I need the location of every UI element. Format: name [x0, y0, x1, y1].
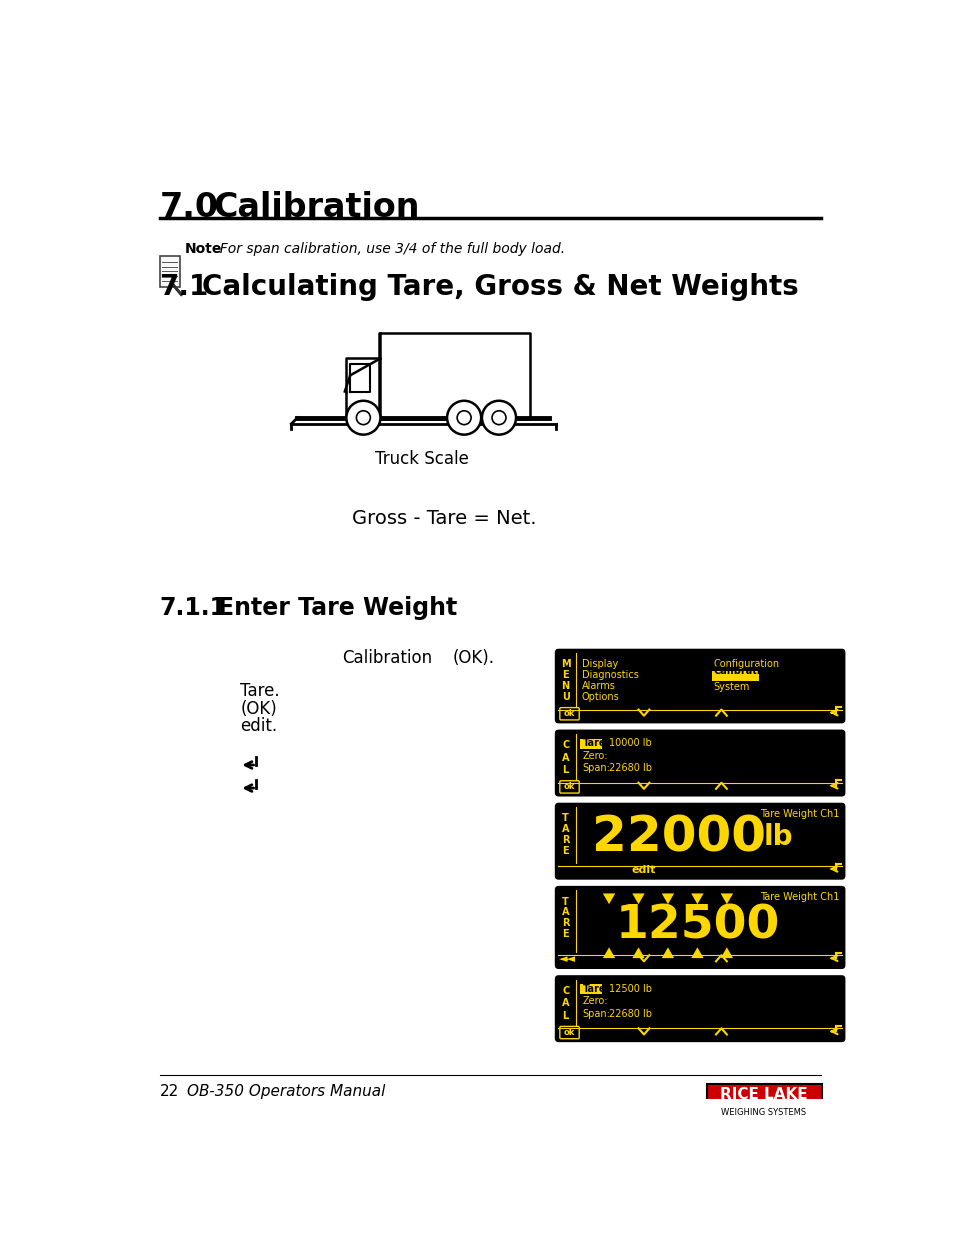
Polygon shape	[691, 947, 703, 958]
FancyBboxPatch shape	[706, 1084, 821, 1118]
Text: M: M	[560, 659, 570, 669]
Polygon shape	[720, 947, 732, 958]
Text: 7.1: 7.1	[159, 273, 209, 301]
Text: Diagnostics: Diagnostics	[581, 671, 639, 680]
Text: L: L	[562, 764, 568, 776]
Text: Tare:: Tare:	[582, 984, 610, 994]
Text: 10000 lb: 10000 lb	[608, 739, 651, 748]
FancyBboxPatch shape	[559, 781, 578, 793]
FancyBboxPatch shape	[579, 739, 601, 748]
Text: R: R	[561, 835, 569, 845]
Text: ok: ok	[563, 782, 575, 792]
Text: ok: ok	[563, 709, 575, 718]
Text: Calibration: Calibration	[342, 650, 432, 667]
Text: Zero:: Zero:	[582, 751, 608, 761]
Text: C: C	[561, 740, 569, 751]
Text: ◄◄: ◄◄	[558, 953, 575, 965]
Text: edit: edit	[631, 864, 656, 874]
Text: N: N	[561, 680, 569, 692]
Text: 12500: 12500	[616, 903, 780, 948]
Text: A: A	[561, 998, 569, 1008]
Text: C: C	[561, 986, 569, 995]
Text: Note: Note	[184, 242, 221, 256]
Text: Truck Scale: Truck Scale	[375, 450, 468, 468]
Text: T: T	[561, 814, 568, 824]
Text: System: System	[713, 682, 749, 692]
Text: E: E	[561, 846, 568, 856]
Text: Calculating Tare, Gross & Net Weights: Calculating Tare, Gross & Net Weights	[202, 273, 798, 301]
Polygon shape	[632, 893, 644, 904]
Text: 7.1.1: 7.1.1	[159, 595, 226, 620]
Text: 22000: 22000	[591, 814, 765, 861]
Text: R: R	[561, 918, 569, 929]
Circle shape	[481, 401, 516, 435]
FancyBboxPatch shape	[555, 803, 844, 879]
Text: Tare Weight Ch1: Tare Weight Ch1	[759, 892, 839, 902]
Text: ok: ok	[563, 1028, 575, 1036]
Text: OB-350 Operators Manual: OB-350 Operators Manual	[187, 1084, 385, 1099]
Text: U: U	[561, 692, 569, 701]
Circle shape	[492, 411, 505, 425]
Text: T: T	[561, 897, 568, 906]
Text: WEIGHING SYSTEMS: WEIGHING SYSTEMS	[720, 1108, 806, 1118]
Circle shape	[346, 401, 380, 435]
Text: Span:: Span:	[582, 1009, 610, 1019]
Text: E: E	[561, 929, 568, 939]
Text: Alarms: Alarms	[581, 680, 615, 692]
Polygon shape	[661, 893, 674, 904]
Text: Configuration: Configuration	[713, 659, 779, 669]
Text: lb: lb	[763, 824, 793, 851]
FancyBboxPatch shape	[579, 984, 601, 994]
Circle shape	[456, 411, 471, 425]
Text: Enter Tare Weight: Enter Tare Weight	[217, 595, 456, 620]
Text: Tare.: Tare.	[240, 682, 279, 700]
Text: For span calibration, use 3/4 of the full body load.: For span calibration, use 3/4 of the ful…	[211, 242, 564, 256]
Text: E: E	[561, 671, 568, 680]
Text: (OK).: (OK).	[452, 650, 494, 667]
Text: RICE LAKE: RICE LAKE	[720, 1088, 807, 1103]
Text: (OK): (OK)	[240, 699, 276, 718]
Text: A: A	[561, 752, 569, 763]
FancyBboxPatch shape	[559, 1026, 578, 1039]
Text: Span:: Span:	[582, 763, 610, 773]
Polygon shape	[691, 893, 703, 904]
Polygon shape	[661, 947, 674, 958]
Text: edit.: edit.	[240, 718, 277, 735]
Polygon shape	[632, 947, 644, 958]
FancyBboxPatch shape	[555, 648, 844, 724]
FancyBboxPatch shape	[555, 885, 844, 969]
Text: Options: Options	[581, 692, 619, 701]
Polygon shape	[602, 893, 615, 904]
Text: Tare Weight Ch1: Tare Weight Ch1	[759, 809, 839, 819]
FancyBboxPatch shape	[555, 976, 844, 1042]
FancyBboxPatch shape	[559, 708, 578, 720]
Text: Calibration: Calibration	[713, 666, 774, 676]
Text: 22680 lb: 22680 lb	[608, 1009, 651, 1019]
Text: 22: 22	[159, 1084, 178, 1099]
Text: Display: Display	[581, 659, 618, 669]
Text: 7.0: 7.0	[159, 190, 218, 224]
Text: 22680 lb: 22680 lb	[608, 763, 651, 773]
Polygon shape	[602, 947, 615, 958]
FancyBboxPatch shape	[159, 256, 179, 287]
Text: Zero:: Zero:	[582, 997, 608, 1007]
Text: Gross - Tare = Net.: Gross - Tare = Net.	[352, 509, 536, 527]
Text: 12500 lb: 12500 lb	[608, 984, 651, 994]
Text: L: L	[562, 1010, 568, 1020]
Circle shape	[447, 401, 480, 435]
Text: Tare:: Tare:	[582, 739, 610, 748]
FancyBboxPatch shape	[711, 671, 758, 680]
Text: A: A	[561, 908, 569, 918]
FancyBboxPatch shape	[707, 1086, 820, 1107]
Polygon shape	[720, 893, 732, 904]
Text: A: A	[561, 824, 569, 835]
Circle shape	[356, 411, 370, 425]
Text: Calibration: Calibration	[213, 190, 420, 224]
FancyBboxPatch shape	[555, 730, 844, 797]
